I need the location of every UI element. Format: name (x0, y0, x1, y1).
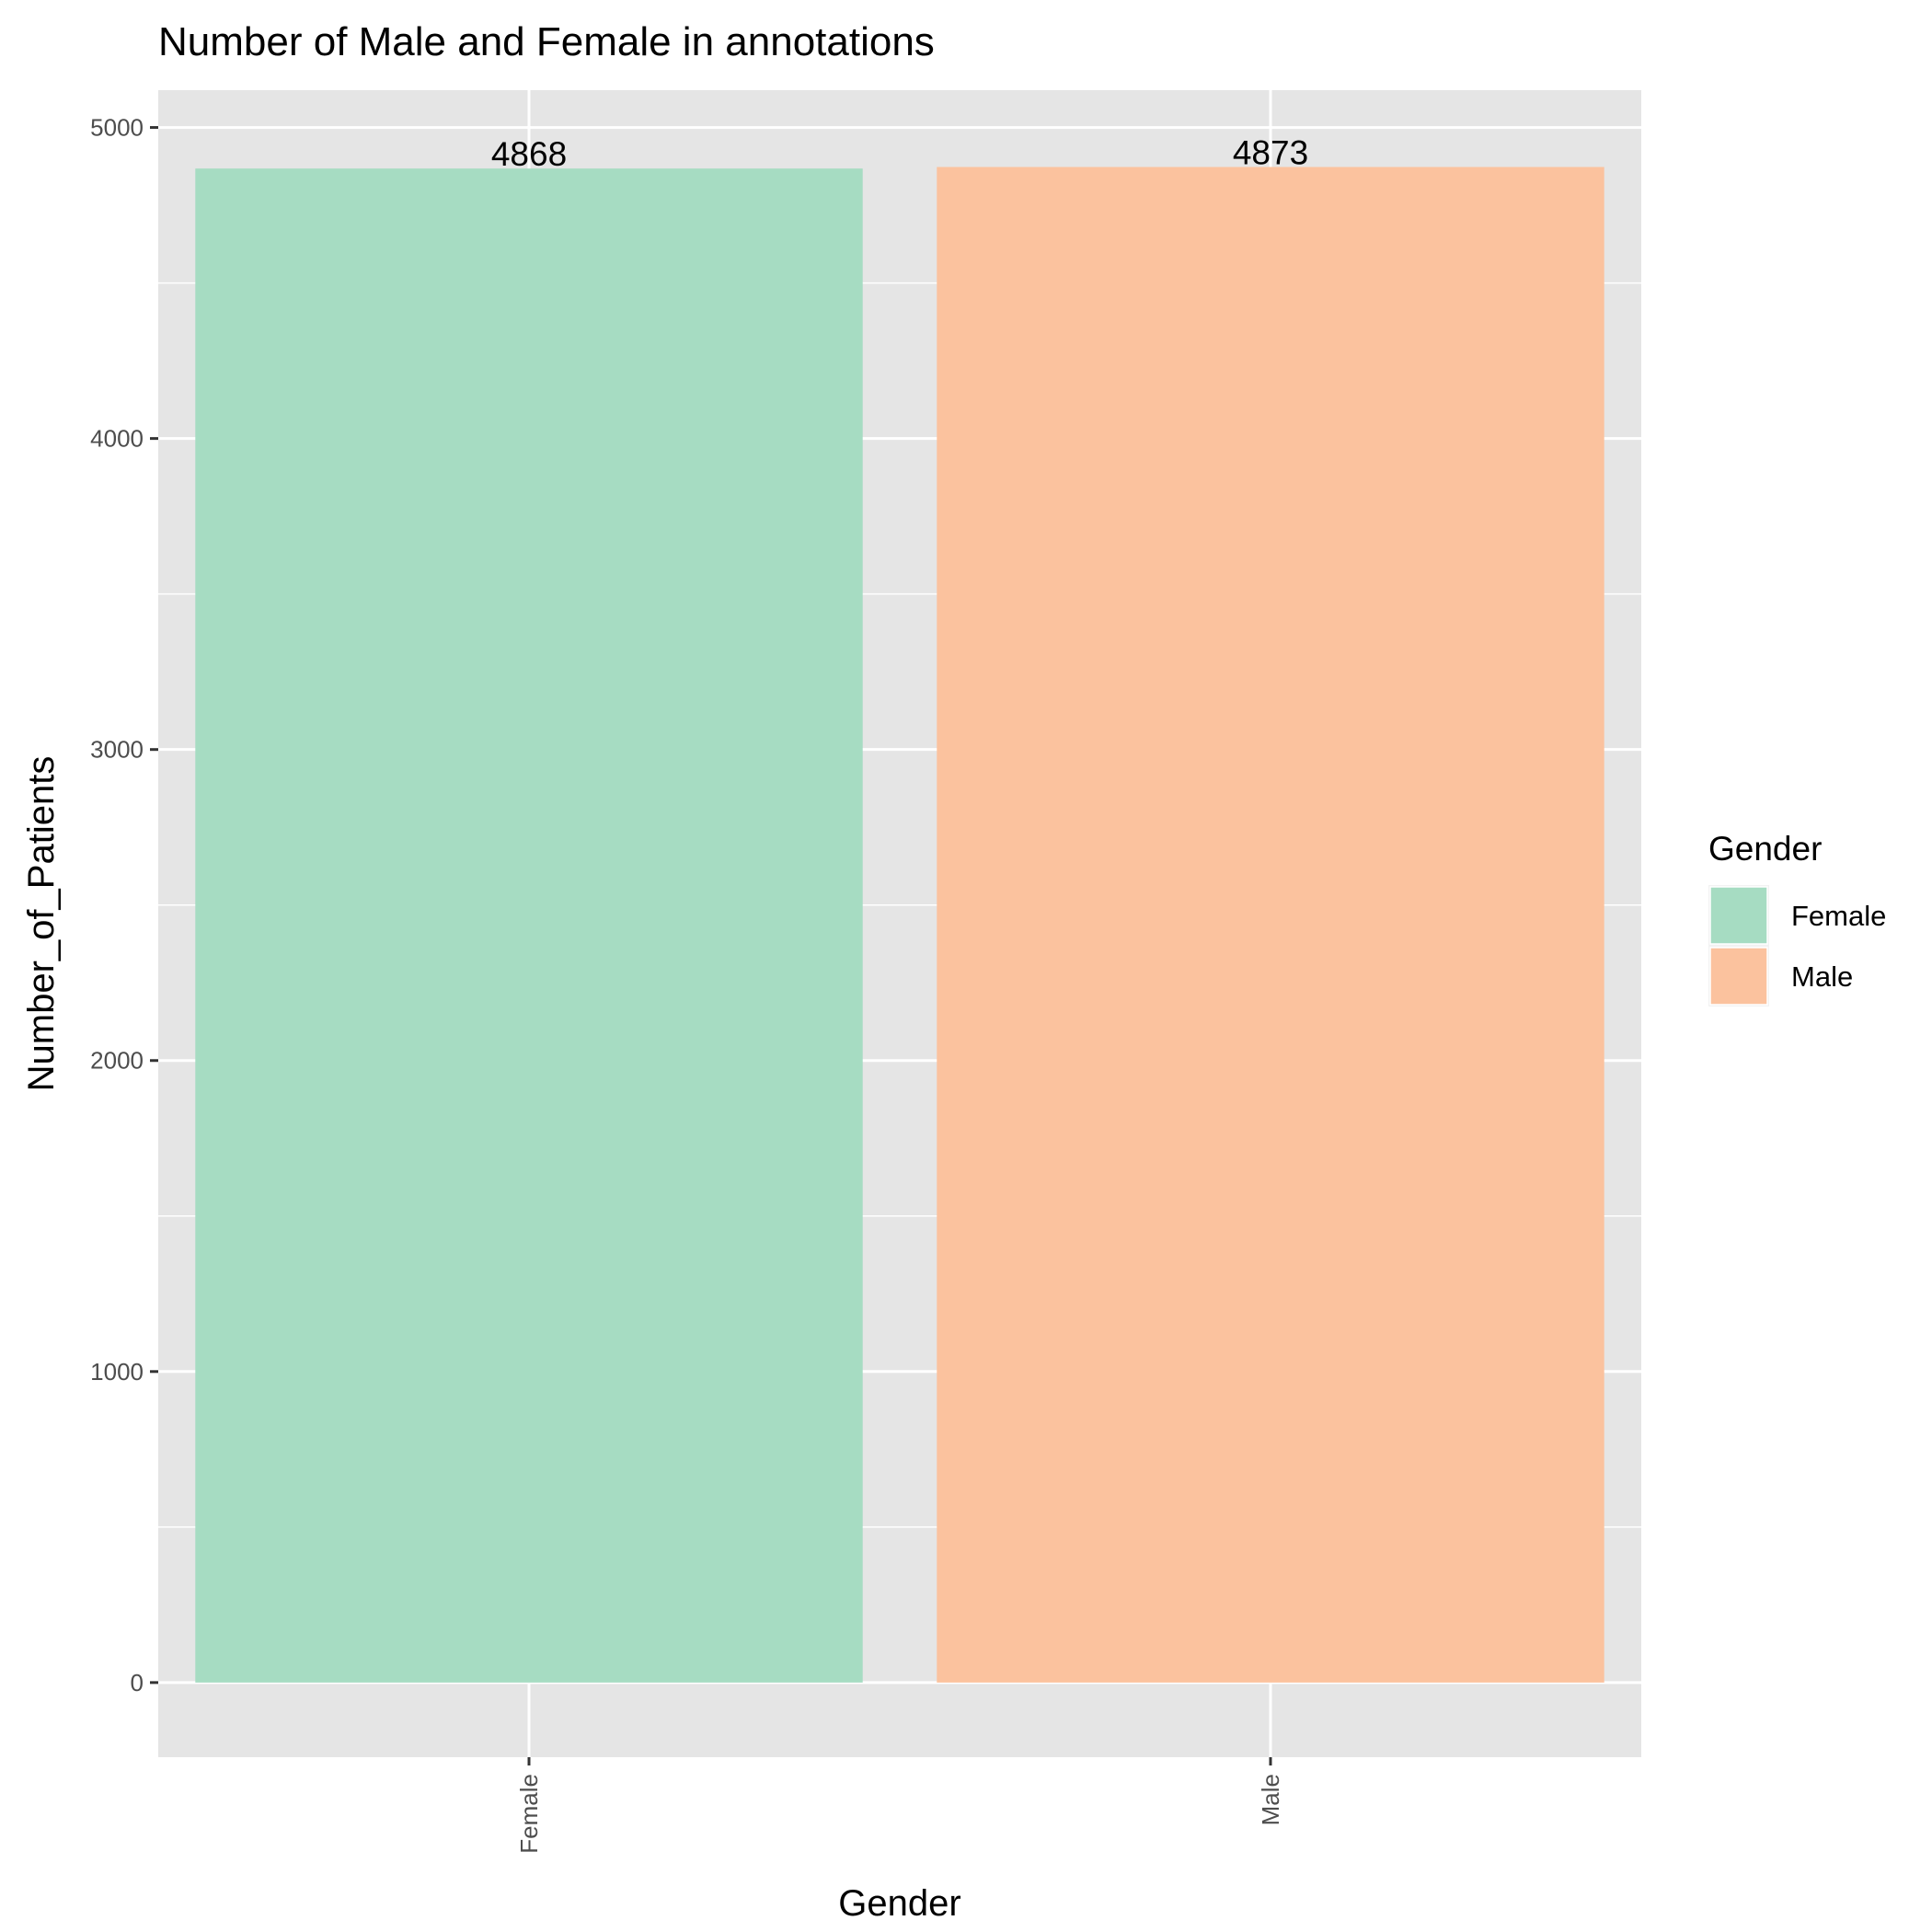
legend-swatch-male (1709, 947, 1768, 1006)
bars (195, 167, 1604, 1683)
legend-swatch-female (1709, 886, 1768, 945)
x-axis-title: Gender (838, 1883, 960, 1924)
legend-items: Female Male (1708, 885, 1886, 1006)
y-tick-label: 2000 (90, 1047, 144, 1075)
x-tick-label-male: Male (1257, 1774, 1284, 1825)
bar-male (937, 167, 1604, 1683)
x-tick-label-female: Female (515, 1774, 543, 1854)
legend: Gender Female Male (1708, 830, 1886, 1006)
data-label-male: 4873 (1233, 134, 1308, 172)
legend-label-female: Female (1791, 900, 1886, 932)
y-tick-label: 0 (131, 1669, 144, 1696)
y-tick-label: 3000 (90, 736, 144, 764)
y-axis: 0 1000 2000 3000 4000 5000 (90, 114, 158, 1696)
bar-female (195, 168, 863, 1683)
chart-title: Number of Male and Female in annotations (158, 19, 935, 64)
y-tick-label: 5000 (90, 114, 144, 142)
y-tick-label: 4000 (90, 425, 144, 453)
data-label-female: 4868 (491, 135, 567, 173)
x-axis: Female Male (515, 1757, 1284, 1854)
y-axis-title: Number_of_Patients (21, 756, 62, 1092)
legend-title: Gender (1708, 830, 1822, 868)
data-labels: 4868 4873 (491, 134, 1308, 174)
legend-label-male: Male (1791, 960, 1853, 993)
y-tick-label: 1000 (90, 1358, 144, 1386)
